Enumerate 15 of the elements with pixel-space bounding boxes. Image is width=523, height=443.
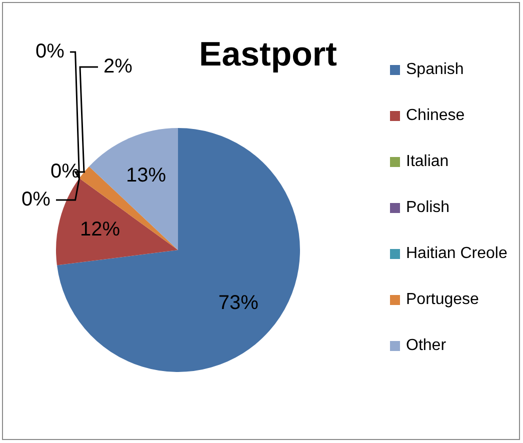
data-label: 12%	[80, 218, 120, 240]
data-label: 73%	[218, 292, 259, 314]
text: 0%	[36, 40, 64, 63]
text: 0%	[50, 160, 80, 183]
legend-label: Portugese	[405, 290, 480, 310]
text: 0%	[22, 188, 50, 211]
legend-label: Chinese	[405, 106, 466, 126]
data-label: 2%	[104, 56, 133, 78]
data-label: 13%	[126, 164, 166, 187]
legend-label: Other	[405, 336, 448, 356]
chart-title: Eastport	[199, 35, 337, 74]
legend-label: Italian	[405, 152, 450, 172]
legend-label: Haitian Creole	[405, 244, 508, 264]
legend-label: Polish	[405, 198, 451, 218]
legend-label: Spanish	[405, 60, 465, 80]
